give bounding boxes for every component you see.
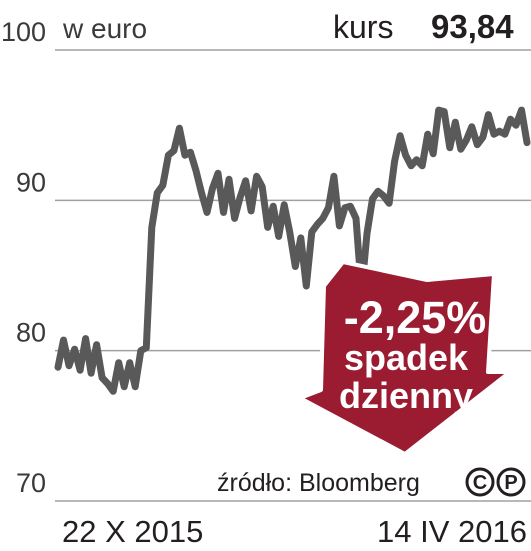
daily-change-badge: -2,25% spadek dzienny (298, 260, 512, 456)
price-line-series (54, 106, 531, 395)
x-axis-ticks: 22 X 2015 14 IV 2016 (62, 514, 527, 549)
price-value: 93,84 (431, 8, 514, 45)
x-tick-label: 14 IV 2016 (377, 514, 527, 549)
gridlines (55, 49, 531, 502)
copyright-p-letter: P (504, 472, 517, 494)
copyright-c-letter: C (473, 472, 487, 494)
y-tick-label: 90 (16, 167, 46, 197)
copyright-p-icon: P (496, 467, 526, 497)
price-line (54, 106, 531, 395)
x-tick-label: 22 X 2015 (62, 514, 203, 549)
copyright-c-icon: C (465, 467, 495, 497)
badge-line1: spadek (344, 337, 469, 378)
y-tick-label: 100 (1, 17, 46, 47)
y-axis-ticks: 100 90 80 70 (1, 17, 46, 498)
badge-line2: dzienny (339, 375, 473, 416)
y-tick-label: 70 (16, 468, 46, 498)
down-arrow-badge-icon (298, 260, 512, 456)
price-label: kurs (333, 9, 393, 45)
source-label: źródło: Bloomberg (217, 469, 420, 497)
y-tick-label: 80 (16, 318, 46, 348)
badge-change-value: -2,25% (344, 292, 487, 343)
unit-label: w euro (62, 13, 147, 44)
